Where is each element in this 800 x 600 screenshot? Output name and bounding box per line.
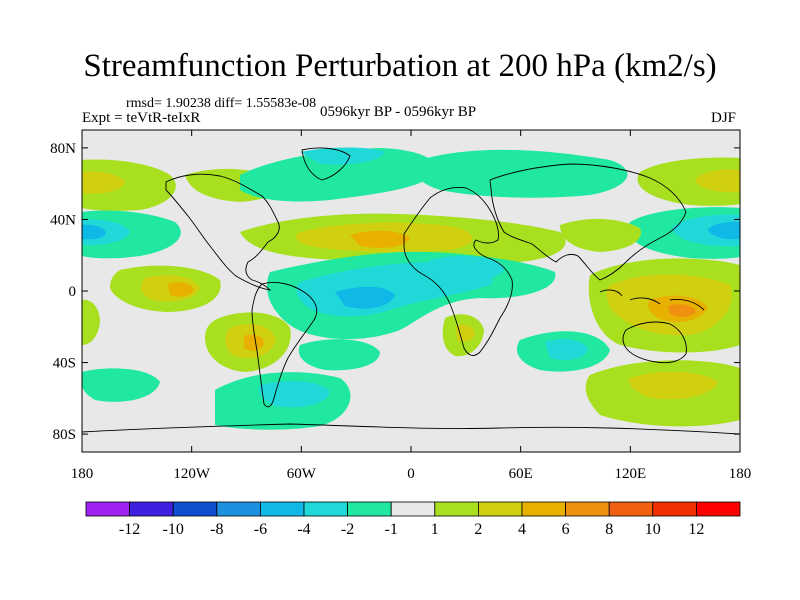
colorbar-swatch (652, 501, 697, 517)
colorbar-label: 6 (562, 521, 570, 538)
colorbar-label: -8 (210, 521, 223, 538)
colorbar-label: 2 (474, 521, 482, 538)
contour-indian-neg2 (545, 339, 588, 360)
y-tick-label: 80N (50, 141, 76, 157)
coast-greenland (301, 147, 351, 181)
colorbar-swatch (477, 501, 523, 517)
period-subtitle: 0596kyr BP - 0596kyr BP (320, 104, 477, 120)
x-tick-label: 60E (509, 466, 533, 482)
y-axis-ticks: 80N 40N 0 40S 80S (50, 141, 740, 443)
coastlines (82, 147, 740, 435)
x-axis-ticks: 180 120W 60W 0 60E 120E 180 (71, 130, 752, 482)
x-tick-label: 60W (287, 466, 317, 482)
contour-so-neg-small (82, 368, 160, 402)
x-tick-label: 180 (729, 466, 752, 482)
colorbar-swatch (390, 501, 436, 517)
colorbar-label: -10 (163, 521, 184, 538)
contour-epac-pos4 (168, 282, 194, 297)
colorbar-label: 1 (431, 521, 439, 538)
colorbar-swatch (565, 501, 610, 517)
chart-title: Streamfunction Perturbation at 200 hPa (… (83, 48, 717, 84)
colorbar-label: 12 (688, 521, 704, 538)
contour-npac-east-pos (637, 157, 740, 206)
colorbar-swatch (303, 501, 348, 517)
contour-africa-neg (429, 255, 505, 282)
contour-satl-neg (298, 339, 380, 371)
colorbar-label: 8 (605, 521, 613, 538)
colorbar: -12 -10 -8 -6 -4 -2 -1 1 2 4 6 8 10 12 (85, 501, 741, 538)
y-tick-label: 40S (53, 356, 76, 372)
contour-npac-east-pos-core (695, 169, 740, 193)
contour-npac-east-neg4 (708, 221, 740, 240)
colorbar-swatch (259, 501, 305, 517)
colorbar-label: -6 (254, 521, 267, 538)
experiment-subtitle: Expt = teVtR-teIxR (82, 110, 201, 126)
colorbar-label: 10 (645, 521, 661, 538)
season-subtitle: DJF (711, 110, 737, 126)
x-tick-label: 120W (173, 466, 211, 482)
colorbar-swatch (347, 501, 392, 517)
coast-australia (622, 321, 687, 364)
colorbar-swatch (216, 501, 261, 517)
coast-antarctica (82, 423, 740, 435)
coast-europe-africa (403, 187, 513, 356)
contour-europe-asia-neg (415, 149, 628, 198)
colorbar-label: -1 (385, 521, 398, 538)
x-tick-label: 120E (614, 466, 646, 482)
contour-asia-pos (560, 218, 641, 252)
colorbar-swatch (434, 501, 479, 517)
contour-fields (82, 147, 740, 430)
contour-subtrop-nh-pos4 (350, 230, 410, 248)
contour-arctic-neg2 (300, 147, 385, 165)
contour-npac-west-neg4 (82, 224, 106, 240)
contour-npac-west-pos (82, 159, 176, 211)
colorbar-swatch (85, 501, 130, 517)
colorbar-swatch (608, 501, 654, 517)
contour-so-pac-neg2 (258, 380, 330, 408)
coast-maritime-continent (599, 289, 705, 311)
rmsd-subtitle: rmsd= 1.90238 diff= 1.55583e-08 (126, 96, 317, 111)
contour-trop-neg4 (335, 286, 395, 309)
x-tick-label: 180 (71, 466, 94, 482)
contour-sam-pos4 (244, 334, 264, 351)
colorbar-label: -2 (341, 521, 354, 538)
colorbar-swatch (521, 501, 566, 517)
y-tick-label: 80S (53, 427, 76, 443)
y-tick-label: 0 (69, 284, 77, 300)
contour-so-pos2 (629, 371, 718, 400)
colorbar-label: 4 (518, 521, 526, 538)
contour-npac-west-pos-core (82, 171, 125, 194)
coast-south-america (251, 281, 318, 408)
x-tick-label: 0 (407, 466, 415, 482)
contour-atlantic-arctic-neg (240, 148, 436, 202)
colorbar-swatch (172, 501, 218, 517)
colorbar-swatch (129, 501, 174, 517)
colorbar-label: -4 (297, 521, 310, 538)
coast-asia (489, 163, 687, 281)
colorbar-swatch (696, 501, 741, 517)
colorbar-label: -12 (119, 521, 140, 538)
coast-north-america (165, 173, 280, 291)
contour-wpac-pos6 (668, 304, 696, 317)
y-tick-label: 40N (50, 212, 76, 228)
contour-west-edge-pos (82, 299, 100, 345)
